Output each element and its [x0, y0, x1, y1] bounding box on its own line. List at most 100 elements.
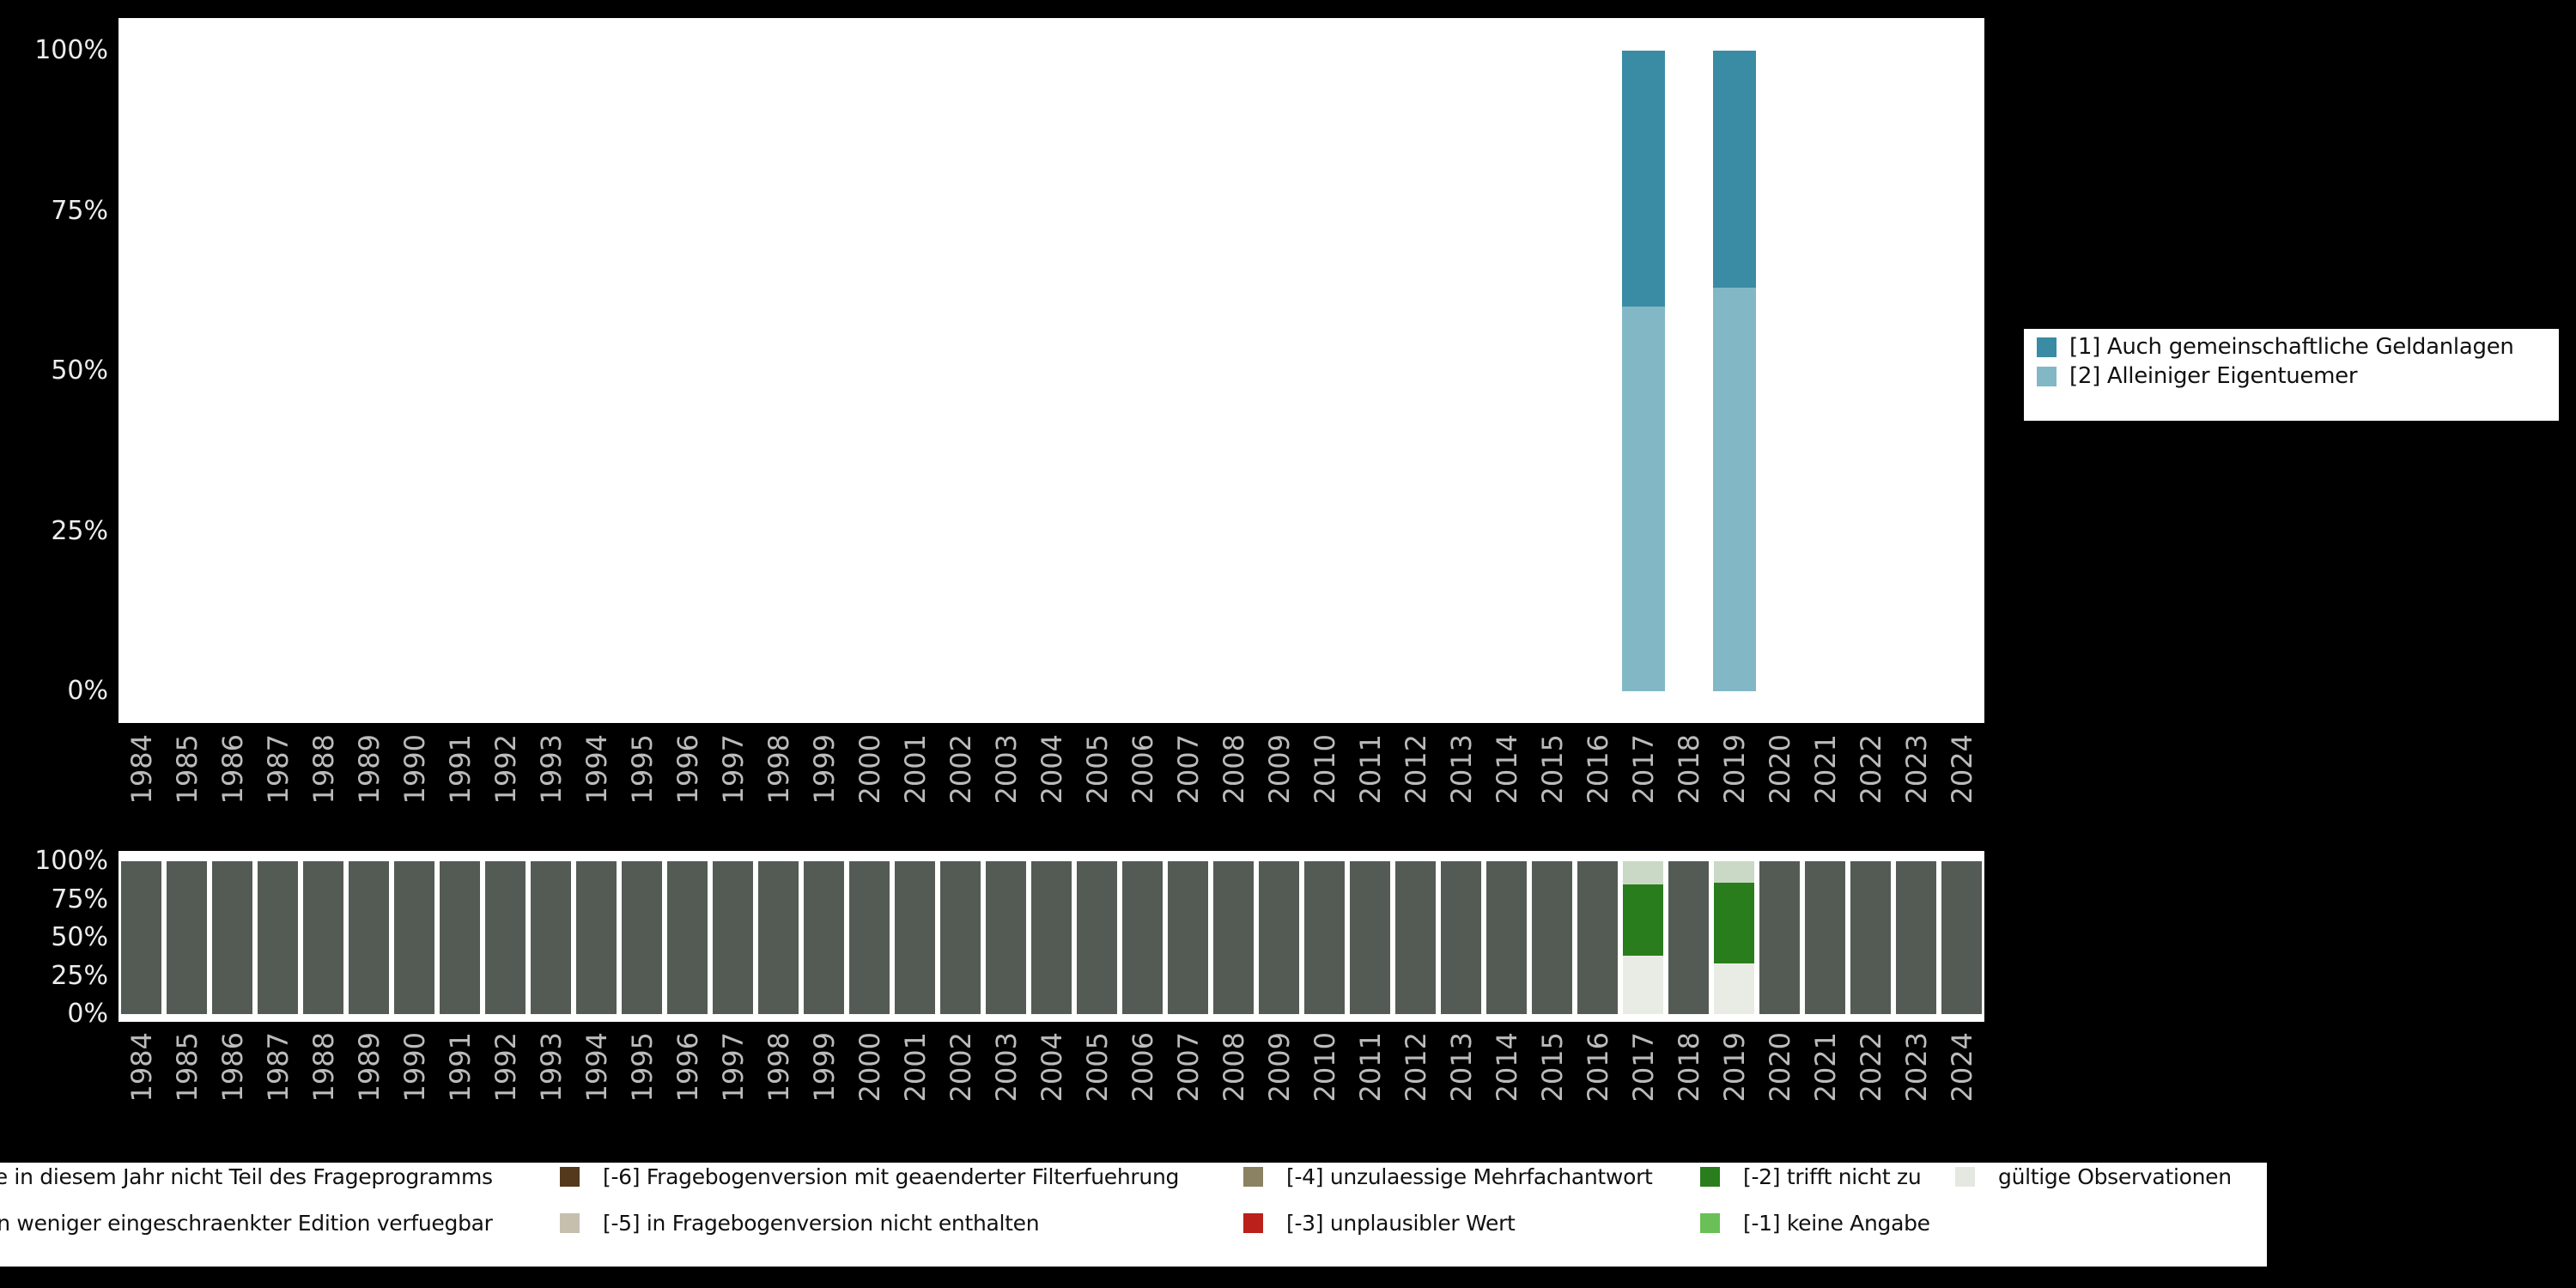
- year-label-text: 2012: [1399, 734, 1432, 805]
- year-label-text: 2024: [1945, 1032, 1978, 1103]
- year-label-text: 1995: [625, 734, 659, 805]
- year-label-text: 1996: [671, 1032, 704, 1103]
- year-label-text: 2002: [944, 734, 977, 805]
- year-label-text: 2020: [1763, 1032, 1796, 1103]
- year-label-text: 2020: [1763, 734, 1796, 805]
- bar-segment: [895, 861, 935, 1014]
- year-label-text: 2012: [1399, 1032, 1432, 1103]
- year-label-text: 2023: [1899, 1032, 1933, 1103]
- y-tick-label: 75%: [51, 884, 108, 914]
- legend-label: [-5] in Fragebogenversion nicht enthalte…: [603, 1211, 1040, 1236]
- year-label-text: 2017: [1626, 1032, 1660, 1103]
- year-label-text: 2021: [1808, 1032, 1842, 1103]
- y-tick-label: 50%: [51, 922, 108, 952]
- legend-label: [1] Auch gemeinschaftliche Geldanlagen: [2069, 334, 2514, 360]
- year-label-text: 2010: [1308, 734, 1341, 805]
- year-label-text: 1991: [443, 734, 477, 805]
- year-label-text: 2016: [1581, 1032, 1614, 1103]
- legend-label: [-1] keine Angabe: [1743, 1211, 1930, 1236]
- bar-segment: [1350, 861, 1390, 1014]
- bar-segment: [303, 861, 343, 1014]
- year-label-text: 2009: [1262, 1032, 1296, 1103]
- legend-label: [-7] nur in weniger eingeschraenkter Edi…: [0, 1211, 493, 1236]
- year-label-text: 2014: [1490, 1032, 1523, 1103]
- bar-segment: [1714, 882, 1754, 964]
- bar-segment: [622, 861, 662, 1014]
- legend-label: [-6] Fragebogenversion mit geaenderter F…: [603, 1164, 1180, 1189]
- year-label-text: 2021: [1808, 734, 1842, 805]
- bar-segment: [1714, 963, 1754, 1014]
- bar-segment: [258, 861, 298, 1014]
- year-label-text: 2015: [1535, 1032, 1569, 1103]
- bar-segment: [804, 861, 844, 1014]
- bar-segment: [212, 861, 252, 1014]
- year-label-text: 1999: [807, 734, 841, 805]
- bar-segment: [440, 861, 480, 1014]
- y-tick-label: 75%: [51, 195, 108, 226]
- year-label-text: 1984: [125, 734, 158, 805]
- year-label-text: 1991: [443, 1032, 477, 1103]
- year-label-text: 2003: [989, 1032, 1023, 1103]
- bar-segment: [1623, 884, 1663, 957]
- bar-segment: [1759, 861, 1800, 1014]
- year-label-text: 2003: [989, 734, 1023, 805]
- year-label-text: 1990: [398, 734, 431, 805]
- year-label-text: 2010: [1308, 1032, 1341, 1103]
- year-label-text: 2006: [1126, 734, 1159, 805]
- year-label-text: 1997: [716, 734, 750, 805]
- bar-segment: [667, 861, 708, 1014]
- bar-segment: [349, 861, 389, 1014]
- year-label-text: 2018: [1672, 1032, 1705, 1103]
- bar-segment: [986, 861, 1026, 1014]
- bar-segment: [1623, 956, 1663, 1014]
- legend-label: [2] Alleiniger Eigentuemer: [2069, 363, 2358, 389]
- bar-segment: [1668, 861, 1709, 1014]
- year-label-text: 1993: [534, 734, 568, 805]
- legend-label: [-3] unplausibler Wert: [1286, 1211, 1516, 1236]
- year-label-text: 2022: [1854, 734, 1887, 805]
- bar-segment: [1896, 861, 1936, 1014]
- year-label-text: 2006: [1126, 1032, 1159, 1103]
- year-label-text: 2002: [944, 1032, 977, 1103]
- bar-segment: [1168, 861, 1208, 1014]
- year-label-text: 2008: [1217, 734, 1250, 805]
- bar-segment: [121, 861, 161, 1014]
- legend-label: [-8] Frage in diesem Jahr nicht Teil des…: [0, 1164, 493, 1189]
- bar-segment: [940, 861, 981, 1014]
- main-chart-plot-area: [118, 18, 1984, 723]
- bar-segment: [1304, 861, 1345, 1014]
- bar-segment: [531, 861, 571, 1014]
- main-chart-legend: [1] Auch gemeinschaftliche Geldanlagen [2…: [2024, 329, 2559, 421]
- y-tick-label: 0%: [67, 999, 108, 1029]
- legend-label: [-4] unzulaessige Mehrfachantwort: [1286, 1164, 1653, 1189]
- year-label-text: 2001: [898, 1032, 932, 1103]
- bar-segment: [849, 861, 890, 1014]
- year-label-text: 1985: [170, 734, 204, 805]
- year-label-text: 2001: [898, 734, 932, 805]
- year-label-text: 1988: [307, 734, 340, 805]
- legend-swatch: [1243, 1213, 1263, 1233]
- year-label-text: 1986: [216, 734, 249, 805]
- bar-segment: [1486, 861, 1527, 1014]
- year-label-text: 1993: [534, 1032, 568, 1103]
- year-label-text: 1985: [170, 1032, 204, 1103]
- legend-swatch: [1700, 1213, 1720, 1233]
- bar-segment: [1532, 861, 1572, 1014]
- legend-label: gültige Observationen: [1998, 1164, 2232, 1189]
- year-label-text: 2000: [853, 1032, 886, 1103]
- year-label-text: 2004: [1035, 1032, 1068, 1103]
- missing-chart-plot-area: [118, 851, 1984, 1022]
- bar-segment: [1714, 861, 1754, 883]
- year-label-text: 1998: [762, 1032, 795, 1103]
- year-label-text: 1994: [580, 734, 613, 805]
- legend-swatch: [1955, 1167, 1975, 1187]
- bar-segment: [1395, 861, 1436, 1014]
- year-label-text: 2000: [853, 734, 886, 805]
- bar-segment: [394, 861, 434, 1014]
- year-label-text: 2007: [1171, 734, 1205, 805]
- bar-segment: [1259, 861, 1299, 1014]
- y-tick-label: 25%: [51, 515, 108, 546]
- bar-segment: [713, 861, 753, 1014]
- year-label-text: 2013: [1444, 734, 1478, 805]
- bar-segment: [485, 861, 526, 1014]
